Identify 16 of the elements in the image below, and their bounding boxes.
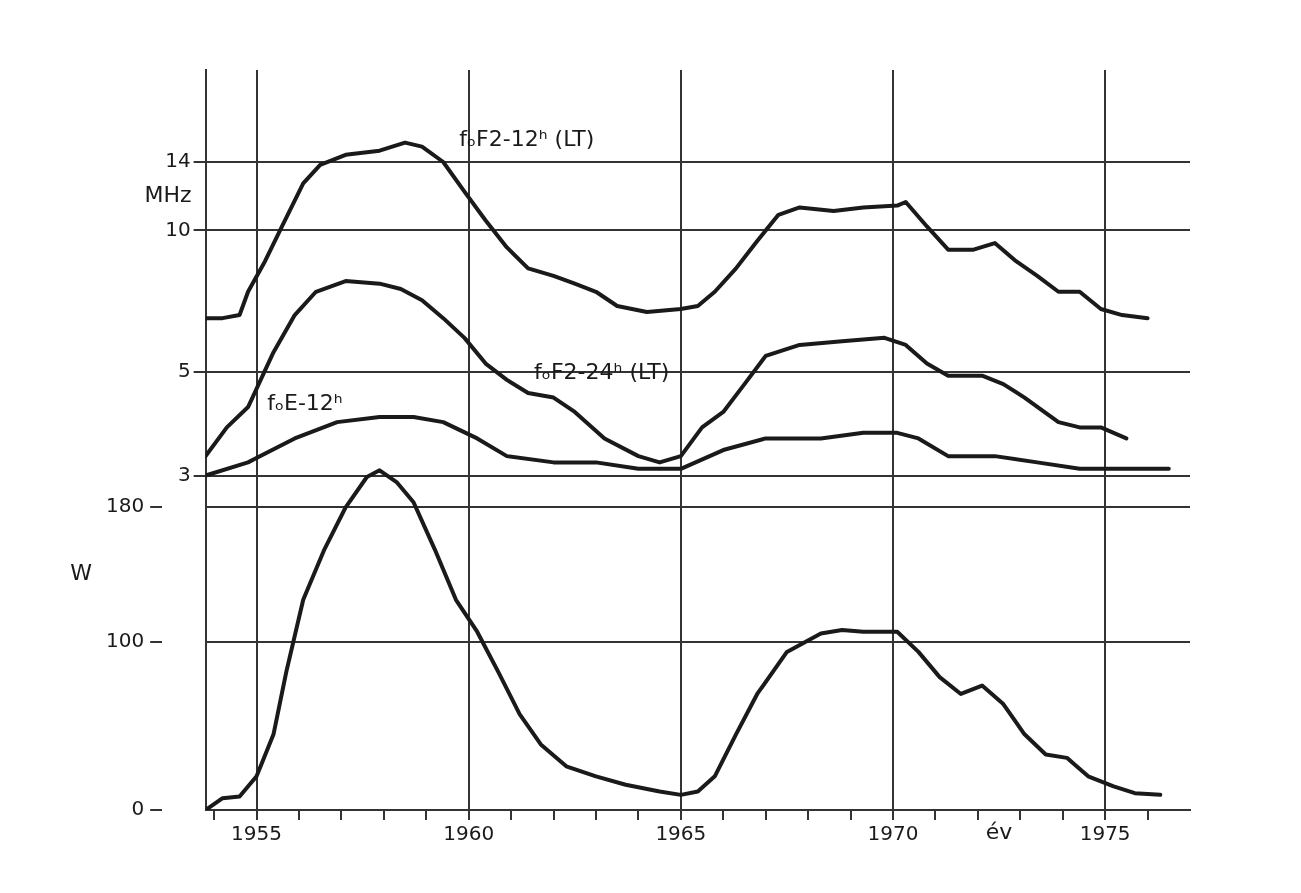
x-tick-label: 1975 [1079, 821, 1131, 846]
x-tick-label: 1965 [655, 821, 707, 846]
y-tick-label: 10 [165, 216, 191, 241]
y-tick-label: 3 [177, 461, 191, 486]
x-axis-title: év [985, 818, 1013, 844]
x-tick-label: 1960 [443, 821, 495, 846]
x-tick-label: 1955 [231, 821, 282, 846]
y-tick-label: 14 [165, 148, 191, 173]
y-axis-title: MHz [144, 181, 192, 207]
x-tick-label: 1970 [867, 821, 919, 846]
y2-tick-label: 180 [105, 493, 145, 518]
y-tick-label: 5 [177, 357, 191, 382]
y2-axis-title: W [70, 560, 93, 586]
y2-tick-label: 100 [105, 628, 145, 653]
series-label: fₒE-12ʰ [267, 389, 343, 415]
y2-tick-label: 0 [131, 796, 145, 821]
